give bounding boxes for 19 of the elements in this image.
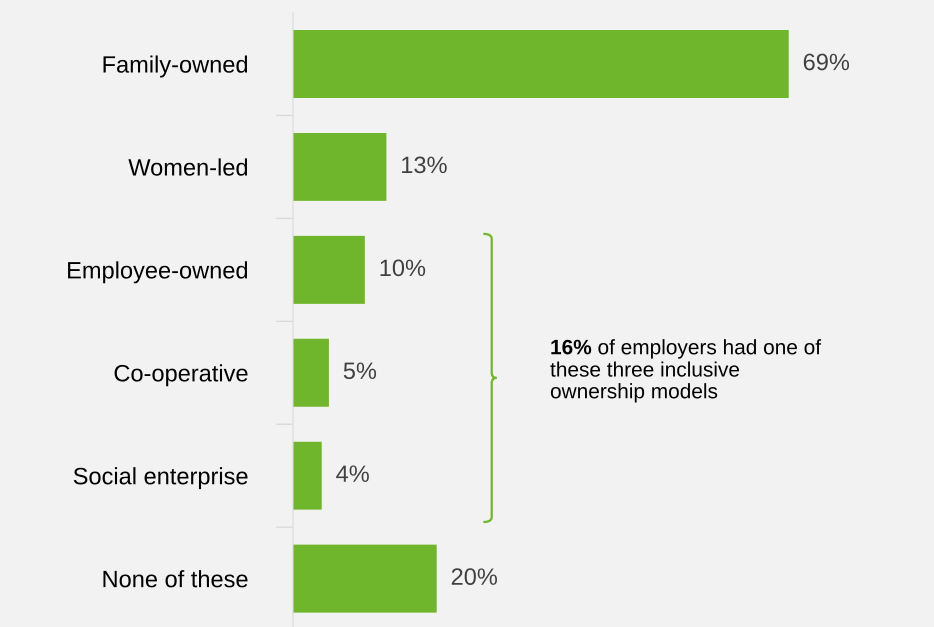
bar xyxy=(292,30,789,98)
bar xyxy=(292,132,386,201)
y-tick-label: None of these xyxy=(103,570,248,588)
data-label: 10% xyxy=(380,259,426,276)
data-label: 5% xyxy=(344,362,376,380)
y-tick-label: Women-led xyxy=(128,158,248,176)
bar xyxy=(292,338,329,407)
bar xyxy=(292,442,322,510)
y-tick-label: Family-owned xyxy=(104,55,248,78)
annotation: 16% of employers had one of these three inclusive ownership models xyxy=(550,339,822,403)
bar xyxy=(292,544,437,613)
data-label: 13% xyxy=(402,156,447,174)
y-tick-label: Co-operative xyxy=(114,364,248,386)
y-tick-label: Social enterprise xyxy=(74,467,248,490)
data-label: 4% xyxy=(336,465,369,482)
data-label: 69% xyxy=(804,54,850,70)
bar xyxy=(292,236,365,304)
y-tick-label: Employee-owned xyxy=(68,261,248,284)
data-label: 20% xyxy=(452,568,497,585)
